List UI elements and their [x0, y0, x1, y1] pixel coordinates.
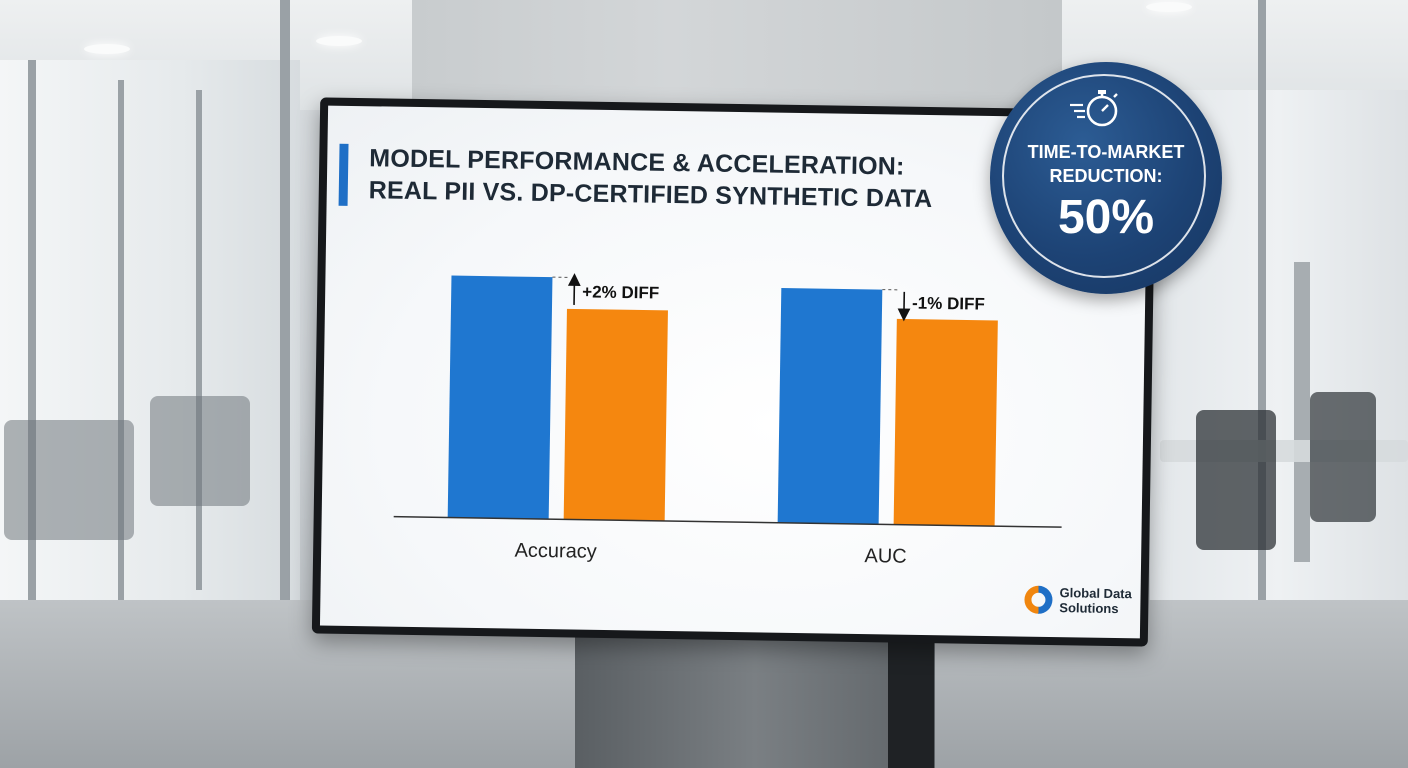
stopwatch-icon	[1070, 90, 1118, 127]
bar-auc-synthetic	[893, 318, 998, 527]
bar-accuracy-real	[447, 275, 553, 520]
bar-accuracy-synthetic	[563, 308, 668, 521]
time-to-market-badge: TIME-TO-MARKET REDUCTION: 50%	[990, 62, 1222, 294]
badge-ring	[1002, 74, 1206, 278]
chair	[1310, 392, 1376, 522]
ceiling-light	[1146, 2, 1192, 12]
glass-partition-frame	[1258, 0, 1266, 700]
door-handle	[1294, 262, 1310, 562]
badge-label-line1: TIME-TO-MARKET	[1027, 142, 1185, 162]
badge-label-line2: REDUCTION:	[1049, 166, 1163, 186]
window-frame	[118, 80, 124, 600]
company-name-line2: Solutions	[1059, 600, 1119, 617]
x-tick-label: AUC	[864, 545, 907, 568]
bar-chart: +2% DIFF -1% DIFF Accuracy AUC	[393, 273, 1062, 568]
window-frame	[28, 60, 36, 620]
diff-annotation: +2% DIFF	[582, 282, 659, 302]
diff-annotation: -1% DIFF	[912, 294, 985, 314]
display-screen: MODEL PERFORMANCE & ACCELERATION: REAL P…	[319, 105, 1149, 639]
display-stand-pole	[888, 628, 934, 768]
x-tick-label: Accuracy	[514, 540, 597, 563]
badge-value: 50%	[1057, 191, 1155, 244]
company-name-line1: Global Data	[1059, 585, 1132, 602]
bar-auc-real	[777, 287, 883, 525]
window-frame	[196, 90, 202, 590]
company-name: Global Data Solutions	[1059, 585, 1139, 616]
company-logo: Global Data Solutions	[1024, 585, 1139, 617]
display-monitor: MODEL PERFORMANCE & ACCELERATION: REAL P…	[311, 97, 1157, 647]
badge-label: TIME-TO-MARKET REDUCTION:	[990, 140, 1222, 188]
chair	[150, 396, 250, 506]
glass-door-frame	[280, 0, 290, 640]
x-axis-line	[393, 515, 1062, 528]
globe-logo-icon	[1024, 585, 1053, 615]
ceiling-light	[84, 44, 130, 54]
chair	[1196, 410, 1276, 550]
chair	[4, 420, 134, 540]
ceiling-light	[316, 36, 362, 46]
